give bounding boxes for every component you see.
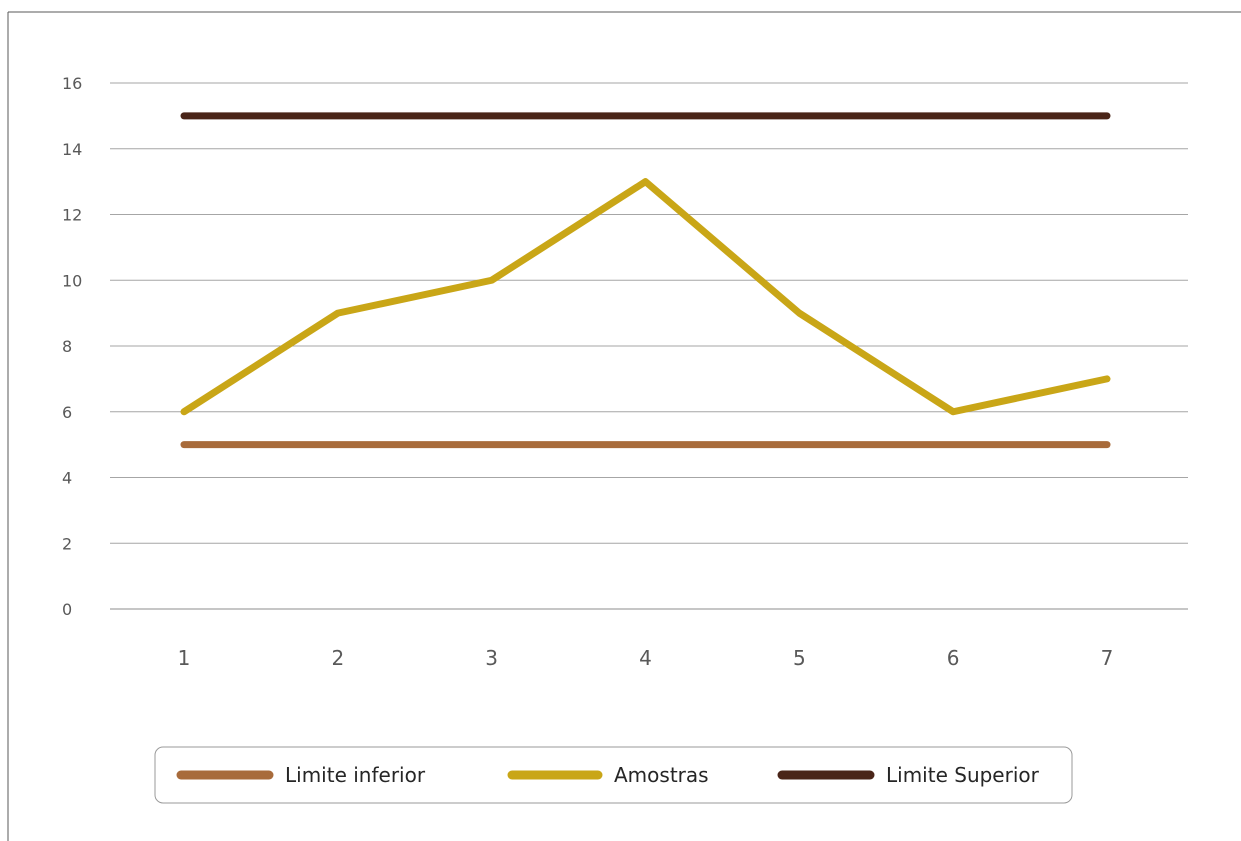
y-axis: 0 2 4 6 8 10 12 14 16: [62, 74, 82, 619]
y-tick-label-4: 4: [62, 469, 72, 488]
legend-label-amostras: Amostras: [614, 763, 709, 787]
y-tick-label-6: 6: [62, 403, 72, 422]
y-tick-label-2: 2: [62, 534, 72, 553]
x-tick-label-4: 4: [639, 646, 652, 670]
legend: Limite inferior Amostras Limite Superior: [154, 746, 1073, 804]
series-line-amostras: [180, 178, 1111, 416]
grid-lines: [110, 82, 1188, 610]
x-tick-label-5: 5: [793, 646, 806, 670]
legend-box: [154, 746, 1073, 804]
x-tick-label-2: 2: [331, 646, 344, 670]
x-tick-label-7: 7: [1101, 646, 1114, 670]
x-axis: 1 2 3 4 5 6 7: [178, 646, 1114, 670]
y-tick-label-10: 10: [62, 271, 82, 290]
legend-label-limite-superior: Limite Superior: [886, 763, 1040, 787]
x-tick-label-6: 6: [947, 646, 960, 670]
legend-item-amostras: Amostras: [507, 763, 709, 787]
x-tick-label-1: 1: [178, 646, 191, 670]
legend-item-limite-inferior: Limite inferior: [176, 763, 426, 787]
y-tick-label-16: 16: [62, 74, 82, 93]
y-tick-label-8: 8: [62, 337, 72, 356]
y-tick-label-12: 12: [62, 206, 82, 225]
series-lines: [180, 112, 1111, 449]
y-tick-label-14: 14: [62, 140, 82, 159]
x-tick-label-3: 3: [485, 646, 498, 670]
legend-label-limite-inferior: Limite inferior: [285, 763, 426, 787]
y-tick-label-0: 0: [62, 600, 72, 619]
legend-item-limite-superior: Limite Superior: [777, 763, 1040, 787]
